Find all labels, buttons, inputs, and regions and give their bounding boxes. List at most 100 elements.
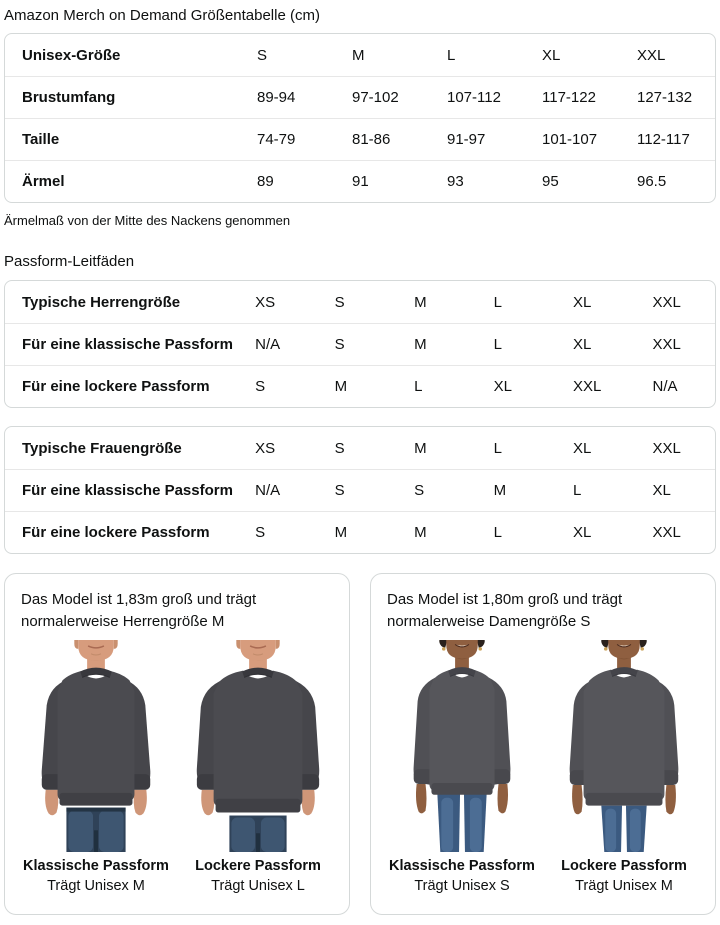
table-row: Taille 74-79 81-86 91-97 101-107 112-117 [5, 118, 715, 160]
row-label: Typische Frauengröße [22, 439, 182, 457]
size-header-cell: XXL [637, 46, 666, 64]
wears-label: Trägt Unisex L [211, 878, 305, 894]
value-cell: XL [493, 378, 512, 395]
figure-male-classic: Klassische Passform Trägt Unisex M [20, 640, 172, 896]
men-fit-table: Typische Herrengröße XS S M L XL XXL Für… [4, 280, 716, 408]
sleeve-measurement-note: Ärmelmaß von der Mitte des Nackens genom… [4, 213, 291, 228]
value-cell: N/A [255, 482, 281, 499]
row-label: Für eine klassische Passform [22, 336, 233, 353]
value-cell: S [334, 336, 345, 353]
value-cell: XXL [573, 378, 602, 395]
value-cell: XL [573, 439, 592, 457]
value-cell: N/A [255, 336, 281, 353]
value-cell: L [414, 378, 423, 395]
row-label: Typische Herrengröße [22, 293, 181, 311]
fit-label: Klassische Passform [23, 858, 169, 874]
value-cell: L [493, 439, 502, 457]
wears-label: Trägt Unisex M [47, 878, 145, 894]
value-cell: N/A [652, 378, 678, 395]
row-label: Ärmel [22, 173, 65, 190]
model-description: Das Model ist 1,80m groß und trägt norma… [387, 591, 623, 630]
value-cell: M [414, 293, 427, 311]
value-cell: 107-112 [447, 89, 501, 106]
size-header-cell: M [352, 46, 365, 64]
figure-female-classic: Klassische Passform Trägt Unisex S [386, 640, 538, 896]
value-cell: L [493, 336, 502, 353]
value-cell: M [334, 524, 348, 541]
value-cell: 96.5 [637, 173, 667, 190]
table-row: Für eine klassische Passform N/A S S M L… [5, 469, 715, 511]
unisex-size-table: Unisex-Größe S M L XL XXL Brustumfang 89… [4, 33, 716, 203]
value-cell: XXL [652, 336, 681, 353]
value-cell: 112-117 [637, 131, 690, 148]
table-row: Ärmel 89 91 93 95 96.5 [5, 160, 715, 202]
value-cell: M [414, 524, 427, 541]
value-cell: M [414, 439, 427, 457]
value-cell: L [493, 293, 502, 311]
value-cell: 101-107 [542, 131, 598, 148]
value-cell: 81-86 [352, 131, 391, 148]
value-cell: 127-132 [637, 89, 693, 106]
value-cell: S [334, 482, 345, 499]
women-fit-table: Typische Frauengröße XS S M L XL XXL Für… [4, 426, 716, 554]
value-cell: 97-102 [352, 89, 399, 106]
value-cell: M [334, 378, 348, 395]
value-cell: S [334, 293, 345, 311]
value-cell: 93 [447, 173, 464, 190]
value-cell: S [414, 482, 425, 499]
row-label: Brustumfang [22, 89, 116, 106]
value-cell: M [493, 482, 507, 499]
table-row: Brustumfang 89-94 97-102 107-112 117-122… [5, 76, 715, 118]
model-description: Das Model ist 1,83m groß und trägt norma… [21, 591, 257, 630]
model-cards: Das Model ist 1,83m groß und trägt norma… [4, 573, 716, 915]
value-cell: 91 [352, 173, 369, 190]
value-cell: S [334, 439, 345, 457]
row-label: Für eine lockere Passform [22, 378, 210, 395]
row-label: Taille [22, 131, 60, 148]
value-cell: XS [255, 439, 276, 457]
value-cell: XL [573, 524, 592, 541]
model-photo-female-classic-fit [413, 640, 511, 852]
table-row: Typische Herrengröße XS S M L XL XXL [5, 281, 715, 323]
page-title: Amazon Merch on Demand Größentabelle (cm… [4, 7, 320, 24]
row-label: Für eine klassische Passform [22, 482, 233, 499]
value-cell: S [255, 524, 266, 541]
value-cell: XL [573, 336, 592, 353]
value-cell: L [573, 482, 582, 499]
value-cell: XXL [652, 524, 681, 541]
size-header-cell: XL [542, 46, 561, 64]
value-cell: 91-97 [447, 131, 486, 148]
value-cell: XL [652, 482, 671, 499]
wears-label: Trägt Unisex S [414, 878, 510, 894]
row-label: Unisex-Größe [22, 46, 121, 64]
table-row: Typische Frauengröße XS S M L XL XXL [5, 427, 715, 469]
figure-row: Klassische Passform Trägt Unisex M [19, 640, 335, 896]
value-cell: 89-94 [257, 89, 296, 106]
value-cell: 117-122 [542, 89, 596, 106]
table-header-row: Unisex-Größe S M L XL XXL [5, 34, 715, 76]
model-card-men: Das Model ist 1,83m groß und trägt norma… [4, 573, 350, 915]
value-cell: S [255, 378, 266, 395]
fit-label: Klassische Passform [389, 858, 535, 874]
value-cell: XS [255, 293, 276, 311]
value-cell: 89 [257, 173, 274, 190]
figure-male-loose: Lockere Passform Trägt Unisex L [182, 640, 334, 896]
table-row: Für eine lockere Passform S M L XL XXL N… [5, 365, 715, 407]
wears-label: Trägt Unisex M [575, 878, 673, 894]
value-cell: L [493, 524, 502, 541]
row-label: Für eine lockere Passform [22, 524, 210, 541]
value-cell: 95 [542, 173, 559, 190]
value-cell: XXL [652, 293, 681, 311]
figure-row: Klassische Passform Trägt Unisex S [385, 640, 701, 896]
figure-female-loose: Lockere Passform Trägt Unisex M [548, 640, 700, 896]
model-photo-female-loose-fit [569, 640, 679, 852]
value-cell: 74-79 [257, 131, 296, 148]
model-photo-male-loose-fit [196, 640, 320, 852]
fit-label: Lockere Passform [195, 858, 321, 874]
value-cell: XXL [652, 439, 681, 457]
size-header-cell: L [447, 46, 456, 64]
value-cell: XL [573, 293, 592, 311]
fit-guides-heading: Passform-Leitfäden [4, 253, 135, 270]
value-cell: M [414, 336, 427, 353]
table-row: Für eine klassische Passform N/A S M L X… [5, 323, 715, 365]
